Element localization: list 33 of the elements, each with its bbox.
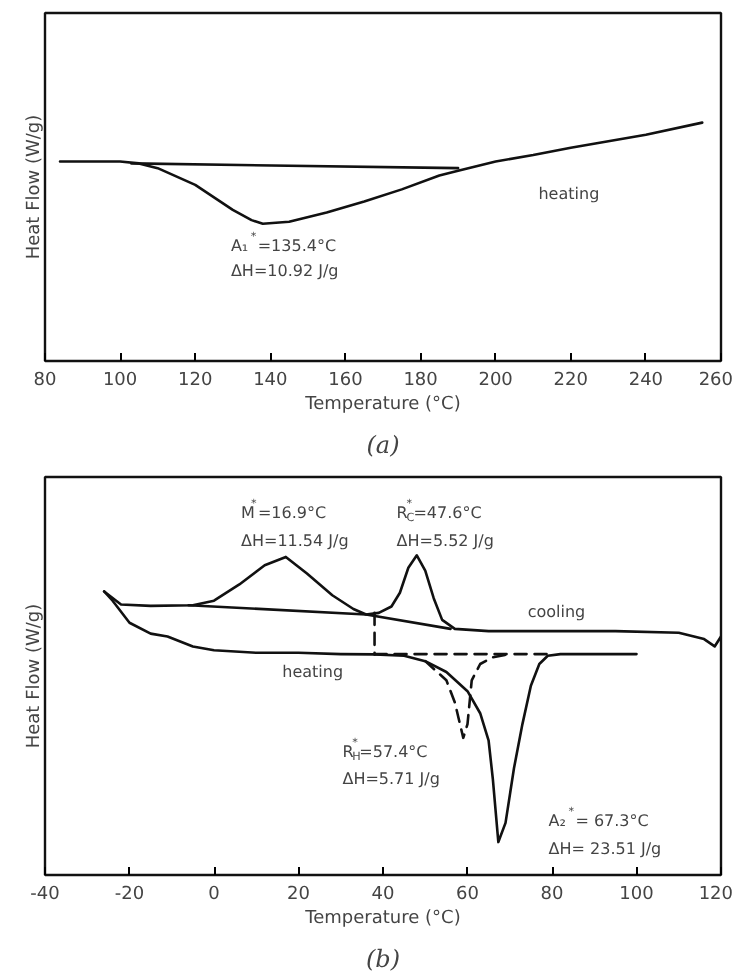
text: (b)	[365, 945, 401, 973]
x-axis-title: Temperature (°C)	[303, 909, 461, 929]
text: (a)	[366, 431, 401, 459]
x-tick-label: -20	[114, 885, 145, 905]
annotation: ΔH=5.71 J/g	[342, 770, 440, 789]
x-axis-title: Temperature (°C)	[303, 395, 461, 415]
x-tick-label: 180	[403, 371, 439, 391]
y-axis-title: Heat Flow (W/g)	[25, 603, 45, 749]
x-tick-label: -40	[30, 885, 61, 905]
y-axis-title: Heat Flow (W/g)	[25, 114, 45, 260]
x-tick-label: 0	[208, 885, 221, 905]
x-tick-label: 240	[628, 371, 664, 391]
x-tick-label: 220	[553, 371, 589, 391]
text: ΔH=11.54 J/g	[241, 531, 349, 550]
x-tick-label: 120	[698, 885, 732, 905]
x-tick-label: 40	[371, 885, 395, 905]
x-tick-label: 20	[287, 885, 311, 905]
annotation: ΔH=10.92 J/g	[230, 261, 339, 280]
annotation: ΔH= 23.51 J/g	[548, 840, 662, 859]
x-tick-label: 80	[540, 885, 564, 905]
x-tick-label: 80	[33, 371, 57, 391]
x-tick-label: 260	[698, 371, 732, 391]
annotation: heating	[282, 663, 344, 682]
x-tick-label: 100	[102, 371, 138, 391]
x-tick-label: 120	[178, 371, 213, 391]
x-tick-label: 60	[456, 885, 480, 905]
x-tick-label: 140	[253, 371, 289, 391]
x-tick-label: 200	[478, 371, 514, 391]
x-tick-label: 100	[619, 885, 655, 905]
annotation: heating	[538, 184, 600, 203]
x-tick-label: 160	[328, 371, 364, 391]
annotation: cooling	[527, 603, 586, 622]
text: ΔH=5.52 J/g	[396, 531, 494, 550]
